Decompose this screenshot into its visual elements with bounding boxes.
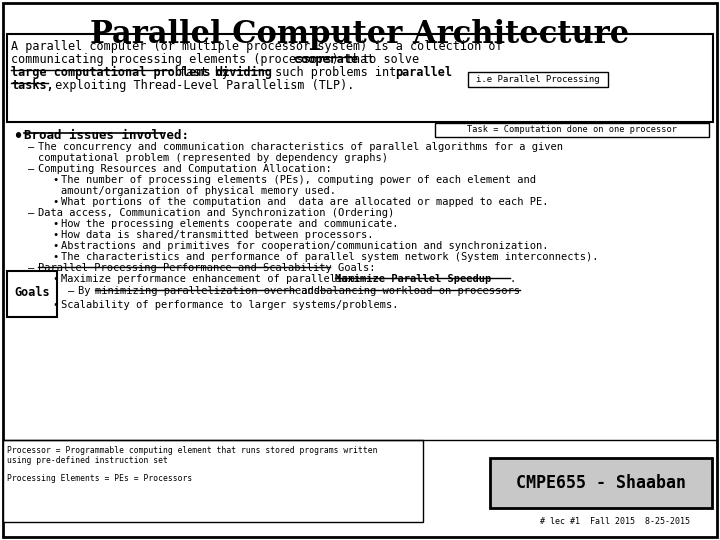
Text: The characteristics and performance of parallel system network (System interconn: The characteristics and performance of p… [61, 252, 598, 262]
Text: parallel: parallel [395, 66, 452, 79]
Text: Parallel Computer Architecture: Parallel Computer Architecture [91, 19, 629, 50]
FancyBboxPatch shape [468, 72, 608, 87]
Text: such problems into: such problems into [268, 66, 410, 79]
Text: Broad issues involved:: Broad issues involved: [24, 129, 189, 142]
Text: •: • [13, 129, 22, 144]
Text: tasks,: tasks, [11, 79, 54, 92]
Text: Computing Resources and Computation Allocation:: Computing Resources and Computation Allo… [38, 164, 332, 174]
Text: minimizing parallelization overheads: minimizing parallelization overheads [95, 286, 320, 296]
Text: How the processing elements cooperate and communicate.: How the processing elements cooperate an… [61, 219, 398, 229]
Text: The concurrency and communication characteristics of parallel algorithms for a g: The concurrency and communication charac… [38, 142, 563, 152]
Text: i.e Parallel Processing: i.e Parallel Processing [476, 75, 600, 84]
Text: Goals: Goals [14, 287, 50, 300]
Text: large computational problems: large computational problems [11, 66, 210, 79]
Text: –: – [68, 286, 74, 296]
Text: Task = Computation done on one processor: Task = Computation done on one processor [467, 125, 677, 133]
Text: to solve: to solve [355, 53, 419, 66]
Text: computational problem (represented by dependency graphs): computational problem (represented by de… [38, 153, 388, 163]
Text: How data is shared/transmitted between processors.: How data is shared/transmitted between p… [61, 230, 374, 240]
Text: A parallel computer (or multiple processor system) is a collection of: A parallel computer (or multiple process… [11, 40, 503, 53]
Text: What portions of the computation and  data are allocated or mapped to each PE.: What portions of the computation and dat… [61, 197, 549, 207]
Text: •: • [52, 241, 58, 251]
FancyBboxPatch shape [7, 34, 713, 122]
FancyBboxPatch shape [3, 440, 423, 522]
Text: Maximize Parallel Speedup: Maximize Parallel Speedup [335, 274, 491, 284]
Text: •: • [52, 175, 58, 185]
Text: and: and [295, 286, 326, 296]
Text: CMPE655 - Shaaban: CMPE655 - Shaaban [516, 474, 686, 492]
Text: Abstractions and primitives for cooperation/communication and synchronization.: Abstractions and primitives for cooperat… [61, 241, 549, 251]
Text: Processor = Programmable computing element that runs stored programs written: Processor = Programmable computing eleme… [7, 446, 377, 455]
Text: .: . [510, 274, 516, 284]
Text: –: – [28, 208, 35, 218]
Text: Data access, Communication and Synchronization (Ordering): Data access, Communication and Synchroni… [38, 208, 395, 218]
Text: By: By [78, 286, 96, 296]
Text: The number of processing elements (PEs), computing power of each element and: The number of processing elements (PEs),… [61, 175, 536, 185]
Text: dividing: dividing [216, 66, 273, 79]
Text: •: • [52, 219, 58, 229]
Text: •: • [52, 274, 58, 284]
FancyBboxPatch shape [435, 123, 709, 137]
Text: Scalability of performance to larger systems/problems.: Scalability of performance to larger sys… [61, 300, 398, 310]
FancyBboxPatch shape [490, 458, 712, 508]
Text: # lec #1  Fall 2015  8-25-2015: # lec #1 Fall 2015 8-25-2015 [540, 517, 690, 526]
Text: •: • [52, 300, 58, 310]
Text: using pre-defined instruction set: using pre-defined instruction set [7, 456, 168, 465]
Text: amount/organization of physical memory used.: amount/organization of physical memory u… [61, 186, 336, 196]
Text: Parallel Processing Performance and Scalability Goals:: Parallel Processing Performance and Scal… [38, 263, 376, 273]
Text: –: – [28, 164, 35, 174]
Text: fast by: fast by [172, 66, 236, 79]
FancyBboxPatch shape [3, 3, 717, 537]
Text: exploiting Thread-Level Parallelism (TLP).: exploiting Thread-Level Parallelism (TLP… [48, 79, 354, 92]
Text: Processing Elements = PEs = Processors: Processing Elements = PEs = Processors [7, 474, 192, 483]
Text: cooperate: cooperate [294, 53, 358, 66]
Text: •: • [52, 230, 58, 240]
Text: •: • [52, 197, 58, 207]
Text: –: – [28, 263, 35, 273]
Text: •: • [52, 252, 58, 262]
Text: –: – [28, 142, 35, 152]
FancyBboxPatch shape [7, 271, 57, 317]
Text: balancing workload on processors: balancing workload on processors [320, 286, 520, 296]
Text: communicating processing elements (processors) that: communicating processing elements (proce… [11, 53, 382, 66]
Text: Maximize performance enhancement of parallelism:: Maximize performance enhancement of para… [61, 274, 374, 284]
